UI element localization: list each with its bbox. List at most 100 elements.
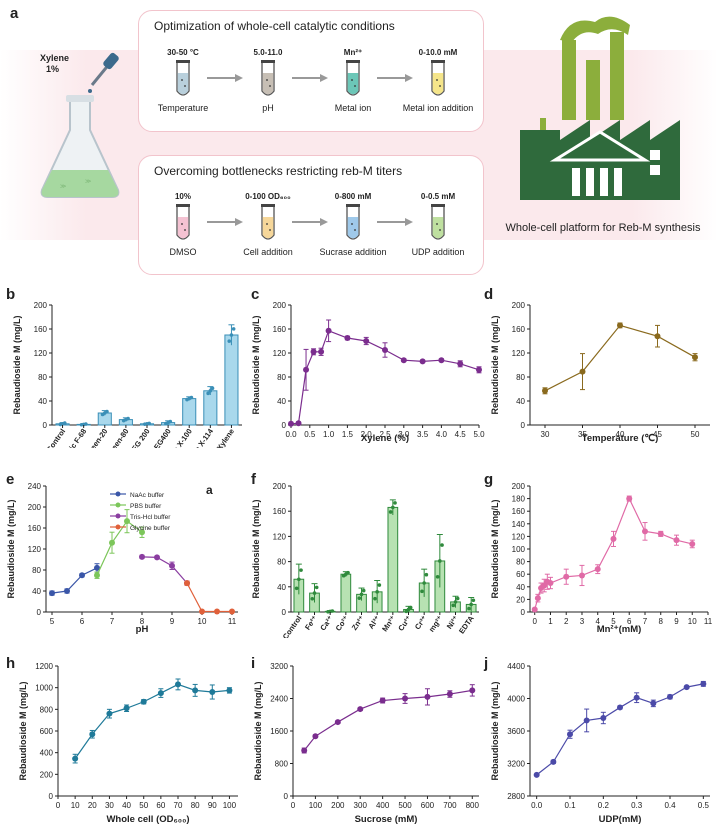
chart-f: f 0 40 80 120 160 200 Rebaudioside M (mg/L) Cont… [251, 471, 479, 638]
data-point [49, 590, 55, 597]
replicate-point [330, 609, 335, 613]
y-tick-label: 240 [28, 482, 42, 491]
replicate-point [375, 590, 379, 594]
data-point [626, 495, 633, 502]
x-tick-label: 8 [140, 617, 145, 626]
replicate-point [310, 596, 315, 601]
y-tick-label: 1200 [35, 662, 53, 671]
replicate-point [229, 333, 234, 337]
data-point [673, 537, 680, 544]
x-tick-label: 50 [139, 801, 148, 810]
panel-letter: h [6, 655, 15, 672]
y-tick-label: 120 [512, 349, 526, 358]
x-tick-label: Tween-20 [83, 427, 110, 448]
x-tick-label: Mn²⁺ [380, 614, 397, 633]
data-point [295, 420, 302, 427]
replicate-point [453, 600, 458, 604]
replicate-point [208, 389, 213, 393]
chart-d: d 0 40 80 120 160 200 Rebaudioside M (mg/L) Temp… [484, 286, 710, 444]
replicate-point [359, 592, 364, 597]
data-point [303, 366, 310, 373]
optimization-box: Optimization of whole-cell catalytic con… [138, 10, 484, 132]
data-point [157, 690, 164, 697]
data-point [667, 693, 673, 700]
x-tick-label: Xylene [215, 427, 236, 448]
x-tick-label: 9 [170, 617, 175, 626]
x-tick-label: 300 [354, 801, 368, 810]
arrow-right-icon [377, 218, 413, 226]
y-tick-label: 120 [34, 349, 48, 358]
x-tick-label: 3 [580, 617, 585, 626]
data-point [334, 719, 341, 726]
data-point [700, 680, 707, 687]
factory-caption: Whole-cell platform for Reb-M synthesis [505, 222, 701, 234]
data-point [650, 700, 657, 707]
data-point [139, 553, 145, 560]
data-point [310, 348, 317, 355]
y-tick-label: 200 [273, 482, 287, 491]
y-axis-label: Rebaudioside M (mg/L) [490, 499, 500, 598]
test-tube-icon [176, 204, 190, 240]
y-axis-label: Rebaudioside M (mg/L) [251, 499, 261, 598]
panel-letter-a: a [10, 5, 19, 22]
tube-top-label: 0-0.5 mM [420, 192, 456, 201]
x-tick-label: PEG400 [149, 427, 173, 448]
x-tick-label: 30 [105, 801, 114, 810]
y-tick-label: 160 [512, 325, 526, 334]
x-tick-label: Cu²⁺ [396, 614, 413, 633]
svg-text:≫: ≫ [60, 184, 66, 190]
data-point [594, 566, 601, 573]
y-tick-label: 160 [34, 325, 48, 334]
y-tick-label: 160 [273, 325, 287, 334]
data-point [124, 518, 130, 525]
x-tick-label: 5 [611, 617, 616, 626]
y-tick-label: 160 [28, 524, 42, 533]
x-tick-label: 3.0 [398, 430, 410, 439]
tube-caption: Temperature [157, 103, 209, 113]
y-tick-label: 200 [34, 301, 48, 310]
tube-top-label: 0-10.0 mM [418, 48, 458, 57]
data-point [226, 687, 233, 694]
y-axis-label: Rebaudioside M (mg/L) [18, 681, 28, 780]
chart-b: b 0 40 80 120 160 200 Rebaudioside M (mg/L) Cont… [6, 286, 242, 448]
x-tick-label: 2 [564, 617, 569, 626]
replicate-point [424, 572, 429, 577]
replicate-point [420, 589, 424, 594]
x-tick-label: 0.2 [598, 801, 610, 810]
y-tick-label: 120 [512, 532, 526, 541]
chart-e: e 0 40 80 120 160 200 240 Rebaudioside M (mg/L) p… [6, 471, 238, 635]
series-line [186, 582, 232, 613]
data-point [325, 327, 332, 334]
x-axis-label: Xylene (%) [361, 433, 409, 444]
factory-icon [520, 16, 680, 200]
y-tick-label: 120 [273, 532, 287, 541]
tube-top-label: 0-800 mM [334, 192, 372, 201]
x-tick-label: 1 [548, 617, 553, 626]
x-tick-label: 0.5 [698, 801, 710, 810]
y-tick-label: 120 [28, 545, 42, 554]
y-tick-label: 160 [273, 507, 287, 516]
y-tick-label: 40 [38, 397, 47, 406]
panel-letter: i [251, 655, 255, 672]
y-tick-label: 4000 [507, 695, 525, 704]
replicate-point [168, 419, 173, 424]
tube-top-label: Mn²⁺ [343, 48, 363, 57]
y-tick-label: 0 [521, 608, 526, 617]
data-point [154, 554, 160, 561]
replicate-point [189, 395, 194, 400]
replicate-point [451, 603, 456, 608]
x-tick-label: 5.0 [473, 430, 485, 439]
replicate-point [408, 605, 413, 610]
x-tick-label: 11 [704, 617, 713, 626]
data-point [169, 562, 175, 569]
arrow-right-icon [292, 218, 328, 226]
y-tick-label: 0 [521, 421, 526, 430]
data-point [89, 731, 96, 738]
y-tick-label: 140 [512, 520, 526, 529]
y-tick-label: 100 [512, 545, 526, 554]
data-point [534, 595, 541, 602]
data-point [567, 731, 573, 738]
y-axis-label: Rebaudioside M (mg/L) [251, 315, 261, 414]
replicate-point [210, 386, 215, 391]
